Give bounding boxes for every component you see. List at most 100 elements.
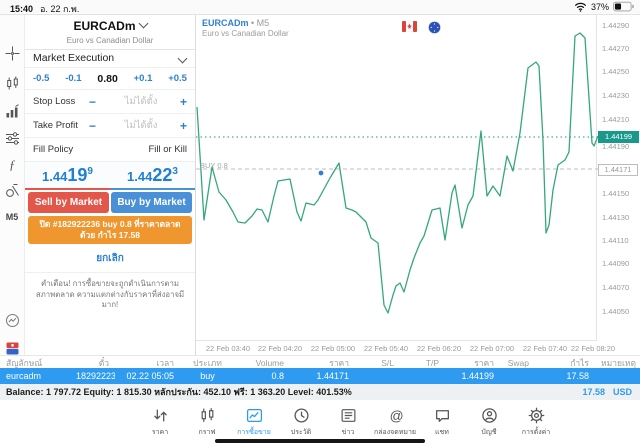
volume-dec-05[interactable]: -0.5 bbox=[33, 73, 50, 84]
take-profit-minus-button[interactable]: − bbox=[89, 118, 97, 133]
volume-value[interactable]: 0.80 bbox=[97, 72, 118, 85]
position-price-tag: 1.44171 bbox=[598, 164, 638, 176]
stop-loss-field[interactable]: ไม่ได้ตั้ง bbox=[124, 96, 158, 107]
execution-warning-text: คำเตือน! การซื้อขายจะถูกดำเนินการตามสภาพ… bbox=[35, 279, 185, 310]
candlestick-icon[interactable] bbox=[4, 76, 20, 92]
take-profit-field[interactable]: ไม่ได้ตั้ง bbox=[124, 120, 158, 131]
tab-chat[interactable]: แชท bbox=[419, 400, 466, 447]
tab-settings[interactable]: การตั้งค่า bbox=[513, 400, 560, 447]
time-axis-label: 22 Feb 08:20 bbox=[570, 344, 616, 353]
tab-mailbox[interactable]: @ กล่องจดหมาย bbox=[372, 400, 419, 447]
timeframe-button[interactable]: M5 bbox=[5, 212, 19, 222]
tab-charts[interactable]: กราฟ bbox=[184, 400, 231, 447]
battery-icon bbox=[613, 1, 634, 12]
order-type-selector[interactable]: Market Execution bbox=[25, 50, 195, 68]
price-axis-label: 1.44110 bbox=[602, 236, 629, 245]
price-axis-label: 1.44250 bbox=[602, 67, 630, 76]
price-axis-label: 1.44050 bbox=[602, 307, 630, 316]
account-balances: Balance: 1 797.72 Equity: 1 815.30 หลักป… bbox=[6, 387, 352, 397]
volume-inc-05[interactable]: +0.5 bbox=[168, 73, 187, 84]
svg-text:@: @ bbox=[389, 407, 403, 423]
column-header: สัญลักษณ์ bbox=[6, 357, 43, 368]
tab-quotes[interactable]: ราคา bbox=[137, 400, 184, 447]
position-cell: 182922236 bbox=[76, 371, 115, 381]
position-cell: 17.58 bbox=[566, 371, 589, 381]
cancel-button[interactable]: ยกเลิก bbox=[25, 244, 195, 274]
accounts-icon bbox=[466, 407, 513, 425]
charts-icon bbox=[184, 407, 231, 425]
forecast-icon[interactable] bbox=[4, 104, 20, 120]
price-axis-label: 1.44230 bbox=[602, 91, 630, 100]
home-indicator[interactable] bbox=[215, 439, 425, 443]
function-icon[interactable]: ƒ bbox=[4, 157, 20, 173]
fill-policy-value: Fill or Kill bbox=[148, 144, 187, 155]
trade-icon bbox=[231, 407, 278, 425]
close-position-button[interactable]: ปิด #182922236 buy 0.8 ที่ราคาตลาดด้วย ก… bbox=[28, 216, 192, 245]
chart-title: EURCADm • M5 bbox=[202, 18, 269, 28]
time-axis-label: 22 Feb 05:00 bbox=[310, 344, 356, 353]
trade-marker-dot bbox=[318, 170, 324, 176]
buy-price: 1.44223 bbox=[127, 165, 178, 185]
price-axis-label: 1.44290 bbox=[602, 21, 630, 30]
price-axis-label: 1.44210 bbox=[602, 115, 630, 124]
volume-stepper: -0.5 -0.1 0.80 +0.1 +0.5 bbox=[25, 68, 195, 90]
stop-loss-plus-button[interactable]: + bbox=[179, 94, 187, 109]
sell-by-market-button[interactable]: Sell by Market bbox=[28, 192, 109, 213]
column-header: ราคา bbox=[474, 357, 494, 368]
order-type-value: Market Execution bbox=[33, 52, 115, 64]
take-profit-plus-button[interactable]: + bbox=[179, 118, 187, 133]
price-axis-label: 1.44150 bbox=[602, 189, 630, 198]
news-icon bbox=[325, 407, 372, 425]
account-currency: USD bbox=[612, 387, 632, 397]
time-axis-label: 22 Feb 04:20 bbox=[257, 344, 303, 353]
quotes-icon bbox=[137, 407, 184, 425]
plot-area bbox=[196, 15, 597, 341]
chart-timeframe: • M5 bbox=[251, 18, 270, 28]
column-header: กำไร bbox=[570, 357, 589, 368]
price-axis-label: 1.44270 bbox=[602, 44, 630, 53]
symbol-name: EURCADm bbox=[73, 19, 136, 33]
position-cell: 02.22 05:05 bbox=[126, 371, 174, 381]
price-axis-label: 1.44130 bbox=[602, 213, 630, 222]
chart-status-icon[interactable] bbox=[4, 313, 20, 329]
position-row[interactable]: eurcadm 182922236 02.22 05:05 buy 0.8 1.44171… bbox=[0, 368, 640, 384]
bid-ask-prices: 1.44199 1.44223 bbox=[25, 162, 195, 188]
chart-subtitle: Euro vs Canadian Dollar bbox=[202, 29, 289, 38]
volume-dec-01[interactable]: -0.1 bbox=[65, 73, 82, 84]
column-header: ตั๋ว bbox=[98, 357, 109, 368]
position-cell: 1.44199 bbox=[461, 371, 494, 381]
tab-history[interactable]: ประวัติ bbox=[278, 400, 325, 447]
position-cell: 0.8 bbox=[271, 371, 284, 381]
position-cell: 1.44171 bbox=[316, 371, 349, 381]
tab-accounts[interactable]: บัญชี bbox=[466, 400, 513, 447]
symbol-description: Euro vs Canadian Dollar bbox=[66, 36, 154, 45]
price-chart bbox=[196, 32, 598, 314]
time-axis-label: 22 Feb 05:40 bbox=[363, 344, 409, 353]
crosshair-icon[interactable] bbox=[4, 46, 20, 62]
fill-policy-selector[interactable]: Fill Policy Fill or Kill bbox=[25, 138, 195, 162]
sell-price: 1.44199 bbox=[42, 165, 93, 185]
tab-news[interactable]: ข่าว bbox=[325, 400, 372, 447]
chevron-down-icon bbox=[177, 53, 188, 64]
volume-inc-01[interactable]: +0.1 bbox=[133, 73, 153, 84]
chart-region[interactable]: EURCADm • M5 Euro vs Canadian Dollar 1.4… bbox=[196, 15, 640, 355]
symbol-selector[interactable]: EURCADm Euro vs Canadian Dollar bbox=[25, 15, 195, 50]
account-summary-bar: Balance: 1 797.72 Equity: 1 815.30 หลักป… bbox=[0, 384, 640, 401]
column-header: ราคา bbox=[329, 357, 349, 368]
time-axis-label: 22 Feb 07:40 bbox=[522, 344, 568, 353]
order-panel: EURCADm Euro vs Canadian Dollar Market E… bbox=[24, 15, 196, 355]
stop-loss-minus-button[interactable]: − bbox=[89, 94, 97, 109]
tab-trade[interactable]: การซื้อขาย bbox=[231, 400, 278, 447]
position-line-label: BUY 0.8 bbox=[200, 161, 228, 170]
flags-icon[interactable] bbox=[4, 341, 20, 357]
price-axis-label: 1.44090 bbox=[602, 259, 630, 268]
wifi-icon bbox=[574, 1, 587, 12]
column-header: S/L bbox=[381, 357, 394, 368]
column-header: Swap bbox=[507, 357, 529, 368]
position-cell: eurcadm bbox=[6, 371, 42, 381]
indicators-icon[interactable] bbox=[4, 131, 20, 147]
objects-icon[interactable] bbox=[4, 183, 20, 199]
buy-by-market-button[interactable]: Buy by Market bbox=[111, 192, 192, 213]
price-axis-label: 1.44190 bbox=[602, 142, 630, 151]
chat-icon bbox=[419, 407, 466, 425]
